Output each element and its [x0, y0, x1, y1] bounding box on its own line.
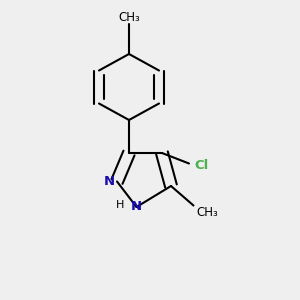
Text: Cl: Cl: [194, 159, 209, 172]
Text: N: N: [104, 175, 115, 188]
Text: N: N: [131, 200, 142, 214]
Text: CH₃: CH₃: [196, 206, 218, 220]
Text: CH₃: CH₃: [118, 11, 140, 24]
Text: H: H: [116, 200, 124, 210]
